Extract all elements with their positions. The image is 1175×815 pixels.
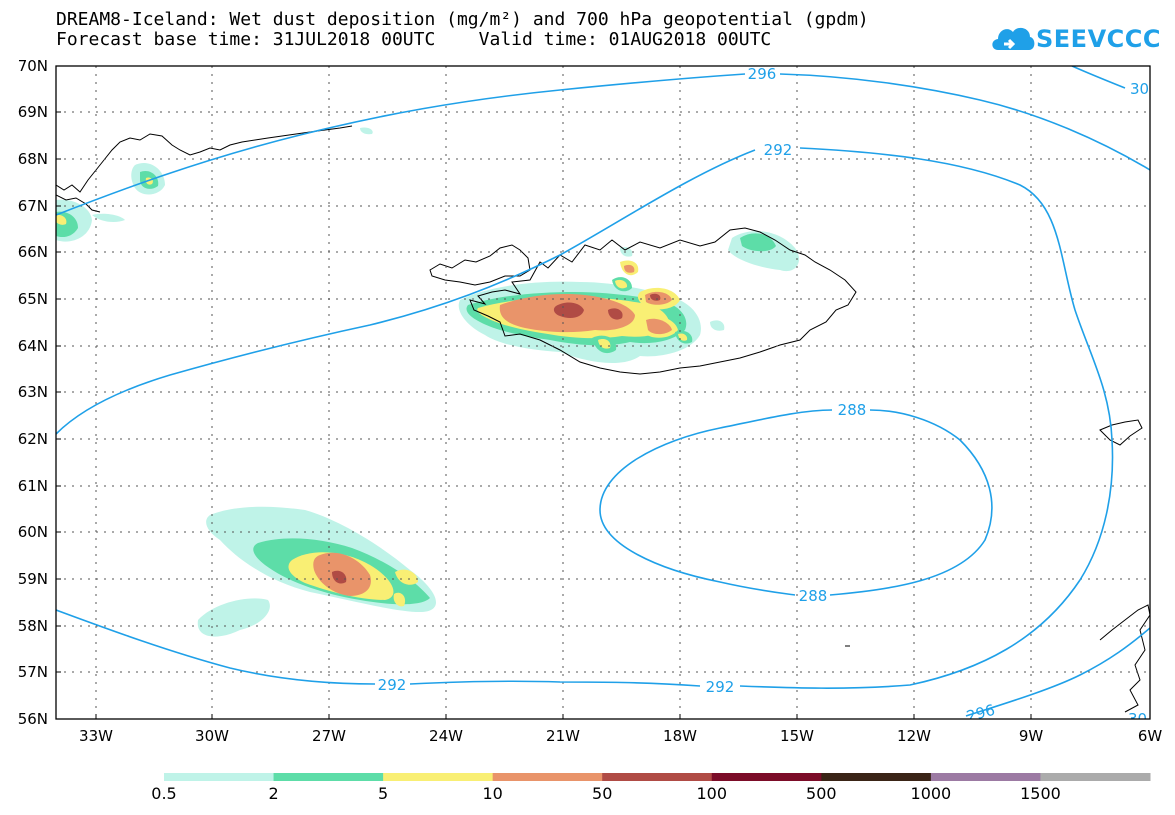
lat-label: 59N (18, 570, 48, 588)
legend-label: 5 (378, 784, 389, 803)
legend-swatch (602, 773, 713, 781)
legend-label: 500 (806, 784, 837, 803)
lat-label: 61N (18, 477, 48, 495)
lat-label: 60N (18, 523, 48, 541)
lon-label: 12W (897, 727, 931, 745)
lon-label: 6W (1138, 727, 1163, 745)
deposition-area (360, 127, 373, 135)
legend-label: 0.5 (151, 784, 177, 803)
contour-292-north (56, 147, 1114, 689)
greenland-coastline (56, 125, 353, 193)
lat-label: 69N (18, 103, 48, 121)
deposition-area (553, 302, 584, 318)
contour-label: 30 (1128, 710, 1147, 728)
contour-label: 296 (965, 701, 997, 726)
legend-label: 1500 (1020, 784, 1061, 803)
contour-label: 30 (1130, 80, 1149, 98)
deposition-area (608, 308, 623, 320)
lat-label: 66N (18, 243, 48, 261)
contour-296-south (965, 627, 1150, 717)
lon-label: 18W (663, 727, 697, 745)
legend-label: 10 (482, 784, 503, 803)
lat-label: 56N (18, 710, 48, 728)
deposition-area (624, 264, 635, 273)
lat-label: 65N (18, 290, 48, 308)
seevccc-logo: SEEVCCC (990, 20, 1161, 58)
deposition-area (740, 233, 776, 252)
legend-swatch (821, 773, 932, 781)
deposition-area (646, 318, 672, 335)
deposition-area (620, 247, 633, 257)
deposition-area (395, 569, 418, 585)
lat-label: 57N (18, 663, 48, 681)
legend-color-bar (164, 773, 1151, 781)
latitude-labels: 70N 69N 68N 67N 66N 65N 64N 63N 62N 61N … (18, 57, 48, 728)
iceland-westfjords-coastline (429, 244, 531, 286)
legend-swatch (383, 773, 494, 781)
lon-label: 21W (546, 727, 580, 745)
legend-label: 100 (696, 784, 728, 803)
longitude-labels: 33W 30W 27W 24W 21W 18W 15W 12W 9W 6W (79, 727, 1162, 745)
legend-swatch (930, 773, 1041, 781)
legend-label: 1000 (910, 784, 952, 803)
lat-label: 63N (18, 383, 48, 401)
deposition-area (710, 320, 725, 331)
contour-296-north (56, 73, 1150, 216)
lon-label: 33W (79, 727, 113, 745)
axis-ticks (56, 65, 1032, 719)
iceland-coastline (469, 227, 857, 375)
forecast-time-line: Forecast base time: 31JUL2018 00UTC Vali… (56, 29, 772, 50)
lon-label: 15W (780, 727, 814, 745)
deposition-area (393, 592, 406, 607)
legend-swatch (711, 773, 822, 781)
lon-label: 30W (195, 727, 229, 745)
lat-label: 67N (18, 197, 48, 215)
logo-text: SEEVCCC (1036, 25, 1161, 53)
contour-label: 292 (764, 141, 793, 159)
cloud-icon (992, 27, 1035, 50)
contour-300-north (1071, 66, 1150, 99)
deposition-area (56, 214, 67, 225)
lat-label: 68N (18, 150, 48, 168)
legend-swatch (164, 773, 275, 781)
lon-label: 9W (1019, 727, 1044, 745)
contour-label: 292 (378, 676, 407, 694)
legend-swatch (273, 773, 384, 781)
dust-deposition-field (56, 127, 800, 637)
scotland-coastline (1099, 419, 1143, 446)
legend-label: 2 (268, 784, 279, 803)
greenland-coastline-inner (56, 194, 101, 213)
lat-label: 58N (18, 617, 48, 635)
legend-label: 50 (592, 784, 613, 803)
deposition-area (332, 570, 347, 584)
graticule (56, 66, 1150, 719)
coastlines (56, 125, 1150, 713)
legend-swatch (1040, 773, 1151, 781)
contour-label: 288 (799, 587, 828, 605)
lon-label: 24W (429, 727, 463, 745)
deposition-area (92, 213, 125, 223)
lat-label: 64N (18, 337, 48, 355)
deposition-area (197, 598, 270, 637)
contour-label: 288 (838, 401, 867, 419)
legend-swatch (492, 773, 603, 781)
contour-label: 292 (706, 678, 735, 696)
lat-label: 62N (18, 430, 48, 448)
map-title: DREAM8-Iceland: Wet dust deposition (mg/… (56, 9, 869, 30)
contour-label: 296 (748, 65, 777, 83)
geopotential-contours (56, 66, 1150, 717)
contour-288 (599, 409, 993, 596)
lon-label: 27W (312, 727, 346, 745)
norway-coastline (1099, 604, 1150, 713)
lat-label: 70N (18, 57, 48, 75)
deposition-area (615, 279, 628, 289)
